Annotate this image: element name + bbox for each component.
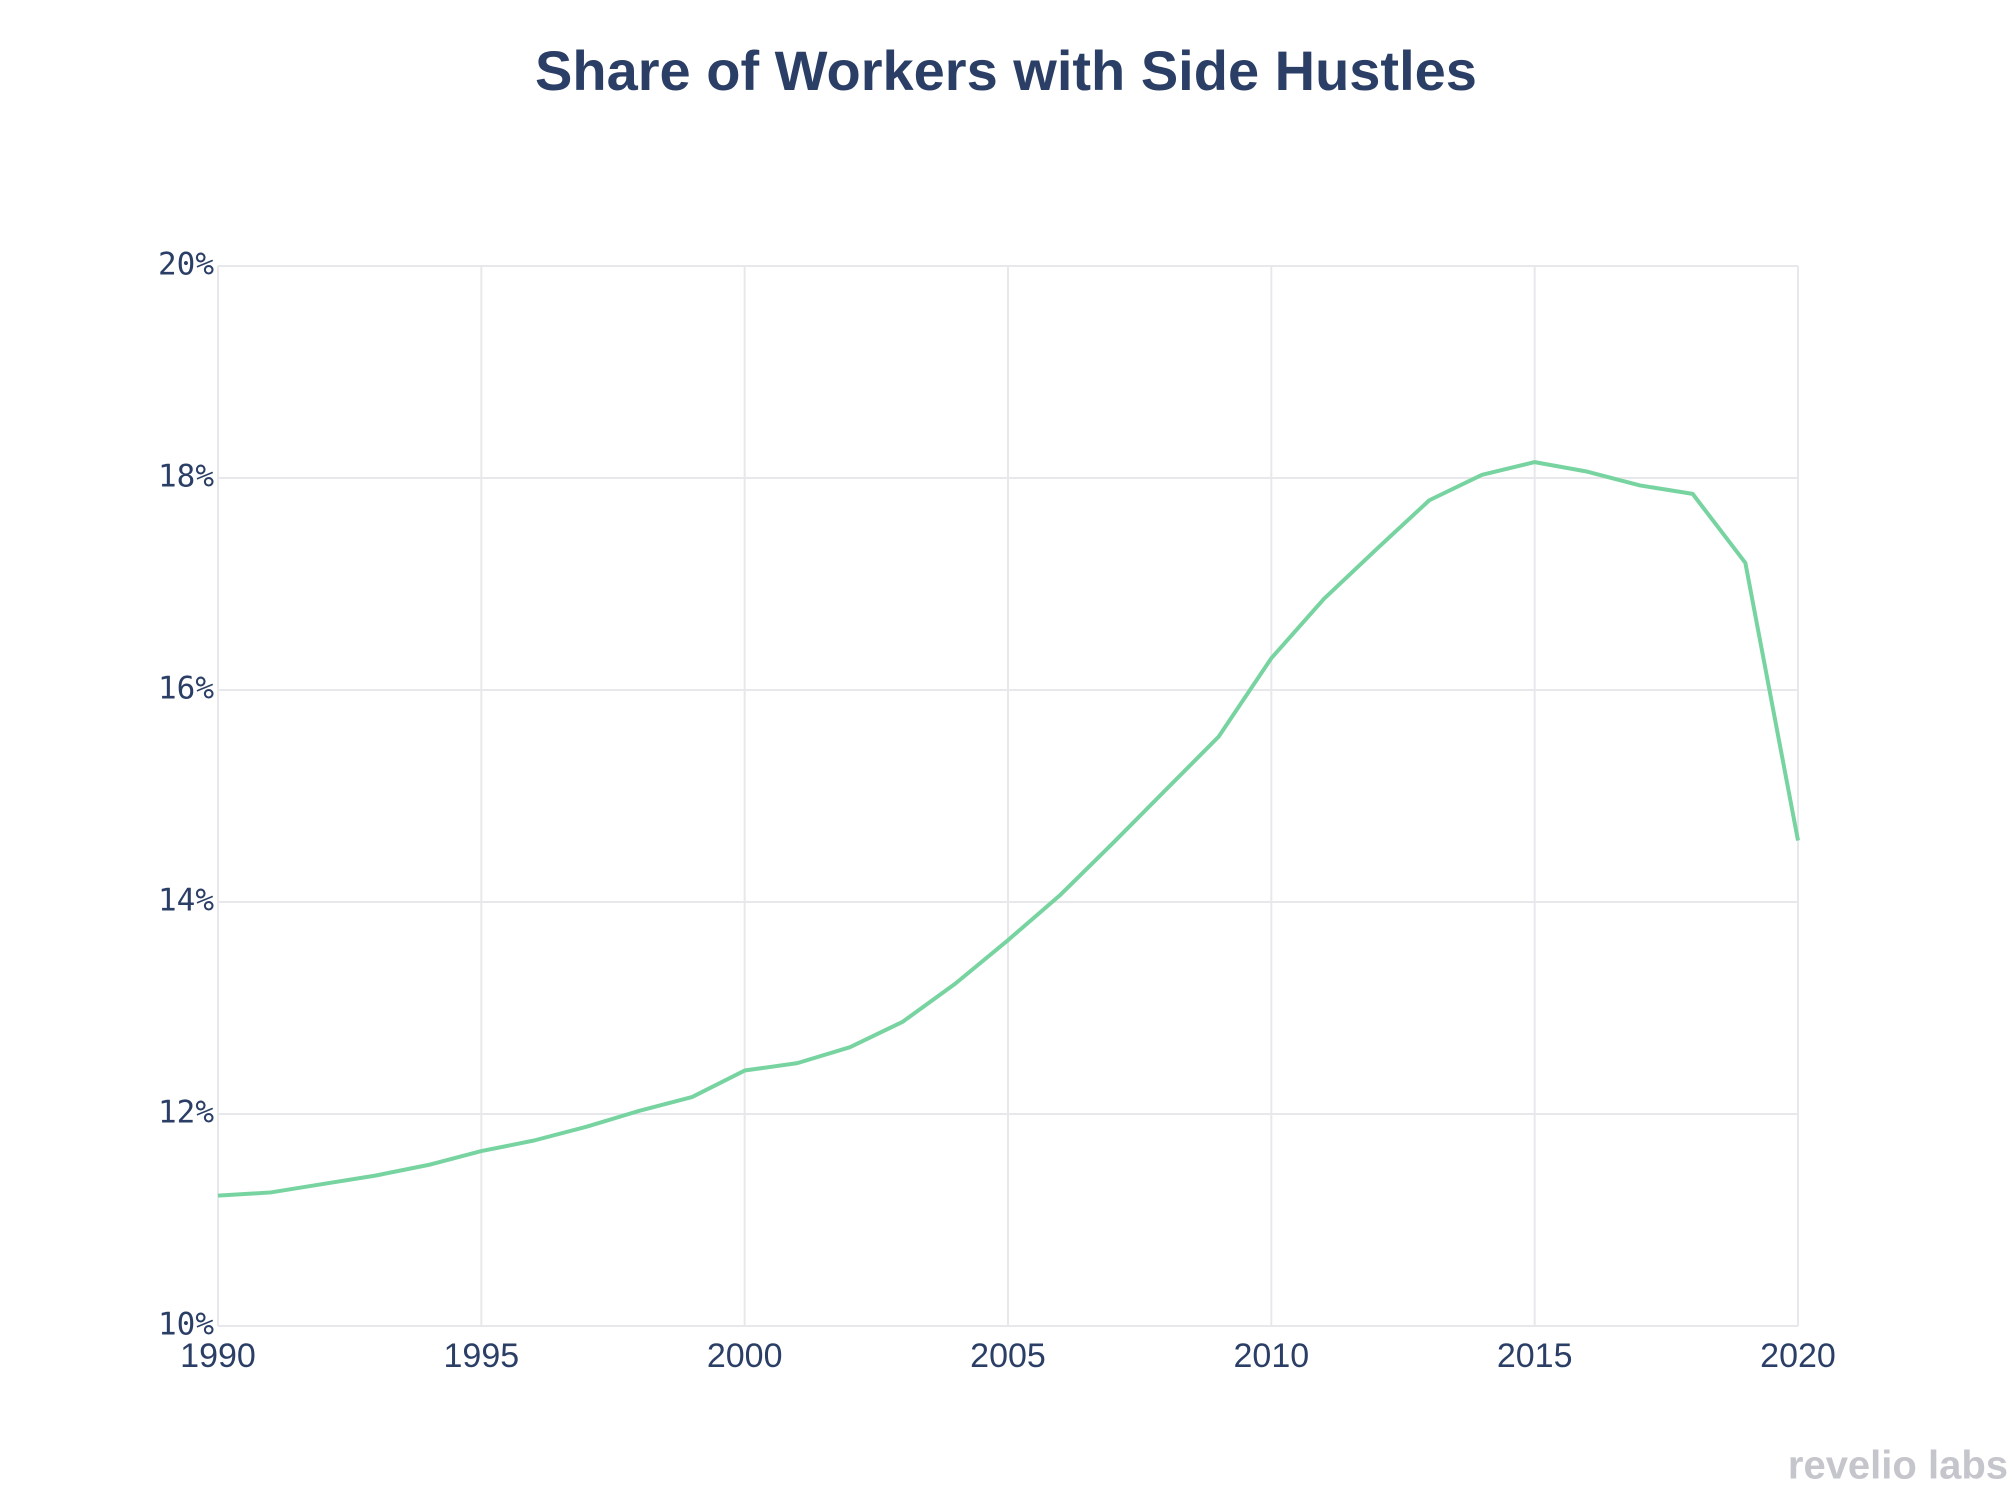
y-tick-label: 18% xyxy=(158,459,214,495)
x-tick-label: 2000 xyxy=(707,1337,783,1375)
x-tick-label: 2005 xyxy=(970,1337,1046,1375)
y-tick-label: 20% xyxy=(158,247,214,283)
x-tick-label: 1990 xyxy=(180,1337,256,1375)
data-line xyxy=(217,460,1800,1198)
x-tick-label: 2015 xyxy=(1497,1337,1573,1375)
y-tick-label: 10% xyxy=(158,1307,214,1343)
x-tick-label: 1995 xyxy=(444,1337,520,1375)
y-tick-label: 14% xyxy=(158,883,214,919)
x-tick-label: 2020 xyxy=(1760,1337,1836,1375)
brand-logo: revelio labs xyxy=(1788,1444,2008,1487)
y-tick-label: 12% xyxy=(158,1095,214,1131)
x-tick-label: 2010 xyxy=(1234,1337,1310,1375)
chart-title: Share of Workers with Side Hustles xyxy=(535,39,1477,102)
y-tick-label: 16% xyxy=(158,671,214,707)
